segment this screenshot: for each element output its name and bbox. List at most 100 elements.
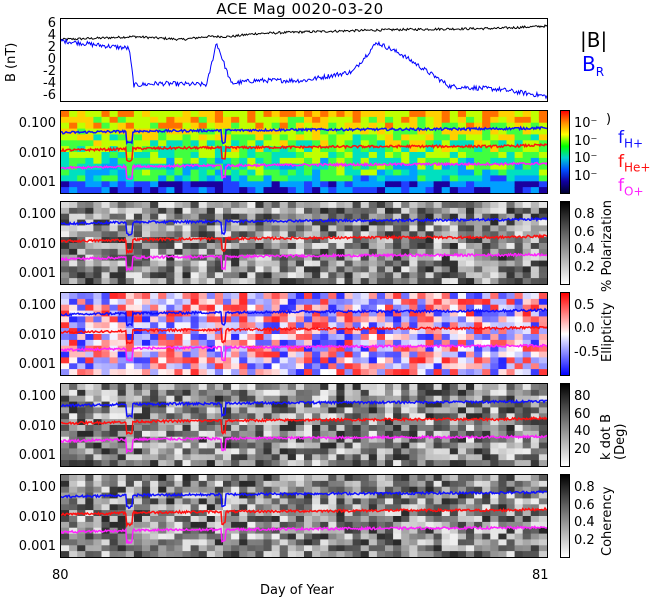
heatmap-cell [368,527,378,535]
chart-title: ACE Mag 0020-03-20 [216,0,384,18]
heatmap-cell [530,231,540,238]
heatmap-cell [514,401,524,409]
heatmap-cell [522,480,532,488]
heatmap-cell [433,545,443,552]
heatmap-cell [174,116,184,124]
heatmap-cell [198,448,208,455]
heatmap-cell [449,510,459,517]
heatmap-cell [174,266,184,273]
heatmap-cell [287,243,297,250]
heatmap-cell [344,539,354,546]
heatmap-cell [538,278,547,284]
heatmap-cell [150,475,159,482]
heatmap-cell [312,231,321,238]
heatmap-cell [457,480,467,488]
heatmap-cell [182,322,192,329]
heatmap-cell [401,339,410,347]
heatmap-cell [287,213,297,221]
heatmap-cell [239,357,248,364]
heatmap-cell [457,111,467,118]
heatmap-cell [336,316,346,323]
heatmap-cell [101,116,111,124]
heatmap-cell [109,480,119,488]
heatmap-cell [77,213,86,221]
heatmap-cell [514,510,524,517]
heatmap-cell [223,254,232,262]
heatmap-cell [498,169,508,177]
heatmap-cell [538,363,547,370]
heatmap-cell [425,157,435,165]
heatmap-cell [368,521,378,529]
heatmap-cell [247,248,256,256]
heatmap-cell [344,407,354,414]
heatmap-cell [279,111,289,118]
heatmap-cell [231,243,240,250]
heatmap-cell [174,304,184,312]
heatmap-cell [271,122,281,130]
heatmap-cell [117,231,127,238]
heatmap-cell [425,442,435,450]
heatmap-cell [441,111,451,118]
heatmap-cell [441,163,451,171]
heatmap-cell [223,278,232,284]
heatmap-cell [206,533,216,541]
heatmap-cell [417,521,427,529]
heatmap-cell [530,298,540,306]
heatmap-cell [214,419,224,426]
heatmap-cell [466,389,475,397]
heatmap-cell [401,480,410,488]
heatmap-cell [150,516,159,523]
heatmap-cell [85,334,94,341]
legend-f-he-label: f [618,152,624,172]
heatmap-cell [530,163,540,171]
heatmap-cell [287,175,297,182]
heatmap-cell [279,436,289,444]
heatmap-cell [312,419,321,426]
heatmap-cell [514,351,524,359]
heatmap-cell [538,202,547,209]
heatmap-cell [231,298,240,306]
heatmap-cell [125,140,135,147]
heatmap-cell [320,298,329,306]
heatmap-cell [368,504,378,511]
heatmap-cell [482,551,491,557]
heatmap-cell [279,516,289,523]
heatmap-cell [223,225,232,232]
heatmap-cell [360,475,370,482]
heatmap-cell [506,272,516,279]
heatmap-cell [109,213,119,221]
heatmap-cell [522,448,532,455]
heatmap-cell [287,187,297,193]
heatmap-cell [490,492,499,500]
heatmap-cell [425,486,435,494]
heatmap-cell [385,504,394,511]
heatmap-cell [530,401,540,409]
heatmap-cell [304,260,313,268]
heatmap-cell [304,504,313,511]
heatmap-cell [328,243,337,250]
heatmap-cell [109,187,119,193]
heatmap-cell [336,231,346,238]
heatmap-cell [490,545,499,552]
heatmap-cell [498,430,508,438]
heatmap-cell [312,486,321,494]
heatmap-cell [182,345,192,353]
heatmap-cell [506,430,516,438]
heatmap-cell [530,419,540,426]
heatmap-cell [198,357,208,364]
heatmap-cell [182,475,192,482]
heatmap-cell [393,219,402,227]
heatmap-cell [312,152,321,159]
heatmap-cell [255,533,265,541]
heatmap-cell [223,169,232,177]
heatmap-cell [352,357,362,364]
heatmap-cell [166,425,175,432]
heatmap-cell [474,486,483,494]
heatmap-cell [255,266,265,273]
heatmap-cell [466,395,475,403]
heatmap-cell [360,116,370,124]
heatmap-cell [466,248,475,256]
heatmap-cell [69,521,78,529]
b-ytick: 4 [47,28,56,43]
heatmap-cell [304,213,313,221]
